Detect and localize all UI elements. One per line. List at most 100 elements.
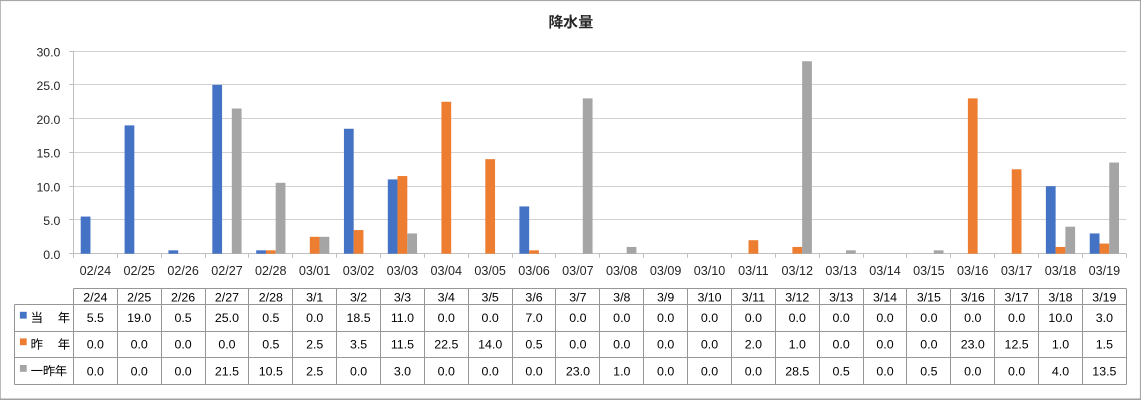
svg-text:23.0: 23.0 xyxy=(566,364,590,378)
svg-text:14.0: 14.0 xyxy=(478,338,502,352)
svg-text:0.0: 0.0 xyxy=(482,364,499,378)
svg-text:3/13: 3/13 xyxy=(829,290,853,304)
svg-text:03/05: 03/05 xyxy=(474,264,506,278)
svg-text:3/11: 3/11 xyxy=(742,290,765,304)
svg-text:0.5: 0.5 xyxy=(262,311,279,325)
svg-text:3/2: 3/2 xyxy=(350,290,367,304)
svg-text:0.0: 0.0 xyxy=(701,311,718,325)
svg-text:0.0: 0.0 xyxy=(920,338,937,352)
svg-text:0.5: 0.5 xyxy=(920,364,937,378)
svg-text:11.0: 11.0 xyxy=(391,311,414,325)
svg-text:3/4: 3/4 xyxy=(438,290,455,304)
svg-text:03/07: 03/07 xyxy=(562,264,594,278)
svg-text:3/15: 3/15 xyxy=(917,290,941,304)
svg-text:0.0: 0.0 xyxy=(525,364,542,378)
svg-text:0.0: 0.0 xyxy=(876,364,893,378)
svg-text:02/28: 02/28 xyxy=(255,264,287,278)
svg-text:13.5: 13.5 xyxy=(1092,364,1116,378)
svg-text:0.0: 0.0 xyxy=(876,311,893,325)
svg-text:03/01: 03/01 xyxy=(299,264,331,278)
svg-text:3/6: 3/6 xyxy=(525,290,542,304)
svg-text:0.5: 0.5 xyxy=(174,311,191,325)
svg-text:2.0: 2.0 xyxy=(745,338,762,352)
svg-text:3/5: 3/5 xyxy=(482,290,499,304)
svg-text:23.0: 23.0 xyxy=(961,338,985,352)
svg-text:20.0: 20.0 xyxy=(36,113,60,127)
svg-text:10.0: 10.0 xyxy=(1048,311,1072,325)
svg-text:3/8: 3/8 xyxy=(613,290,630,304)
svg-text:3/19: 3/19 xyxy=(1092,290,1116,304)
svg-text:0.0: 0.0 xyxy=(613,311,630,325)
svg-text:0.0: 0.0 xyxy=(87,338,104,352)
svg-text:2/25: 2/25 xyxy=(127,290,151,304)
svg-text:0.0: 0.0 xyxy=(701,364,718,378)
svg-text:0.0: 0.0 xyxy=(613,338,630,352)
svg-text:03/04: 03/04 xyxy=(431,264,463,278)
svg-text:0.5: 0.5 xyxy=(262,338,279,352)
svg-text:2.5: 2.5 xyxy=(306,364,323,378)
svg-text:0.0: 0.0 xyxy=(1008,364,1025,378)
svg-text:03/12: 03/12 xyxy=(782,264,814,278)
svg-text:0.0: 0.0 xyxy=(306,311,323,325)
svg-text:0.0: 0.0 xyxy=(701,338,718,352)
svg-text:1.0: 1.0 xyxy=(613,364,630,378)
svg-text:0.0: 0.0 xyxy=(833,338,850,352)
svg-text:2/27: 2/27 xyxy=(215,290,239,304)
svg-text:3/18: 3/18 xyxy=(1048,290,1072,304)
svg-text:03/17: 03/17 xyxy=(1001,264,1033,278)
svg-text:0.0: 0.0 xyxy=(964,311,981,325)
svg-text:0.0: 0.0 xyxy=(482,311,499,325)
svg-text:02/27: 02/27 xyxy=(211,264,243,278)
svg-text:0.0: 0.0 xyxy=(1008,311,1025,325)
svg-text:03/06: 03/06 xyxy=(518,264,550,278)
svg-text:10.5: 10.5 xyxy=(259,364,283,378)
svg-text:0.5: 0.5 xyxy=(833,364,850,378)
svg-text:0.0: 0.0 xyxy=(964,364,981,378)
svg-text:1.0: 1.0 xyxy=(789,338,806,352)
svg-text:03/19: 03/19 xyxy=(1089,264,1121,278)
svg-text:21.5: 21.5 xyxy=(215,364,239,378)
svg-text:3/16: 3/16 xyxy=(961,290,985,304)
svg-text:3.0: 3.0 xyxy=(1096,311,1113,325)
svg-text:3.5: 3.5 xyxy=(350,338,367,352)
svg-text:03/02: 03/02 xyxy=(343,264,375,278)
svg-text:02/25: 02/25 xyxy=(123,264,155,278)
svg-text:0.0: 0.0 xyxy=(218,338,235,352)
svg-text:0.0: 0.0 xyxy=(131,338,148,352)
svg-text:0.0: 0.0 xyxy=(745,364,762,378)
svg-text:03/14: 03/14 xyxy=(869,264,901,278)
svg-text:03/10: 03/10 xyxy=(694,264,726,278)
svg-text:03/08: 03/08 xyxy=(606,264,638,278)
svg-text:0.0: 0.0 xyxy=(569,338,586,352)
svg-text:0.0: 0.0 xyxy=(350,364,367,378)
svg-text:25.0: 25.0 xyxy=(36,79,60,93)
svg-text:0.0: 0.0 xyxy=(569,311,586,325)
svg-text:03/13: 03/13 xyxy=(825,264,857,278)
svg-text:18.5: 18.5 xyxy=(346,311,370,325)
svg-text:25.0: 25.0 xyxy=(215,311,239,325)
svg-text:03/09: 03/09 xyxy=(650,264,682,278)
svg-text:5.0: 5.0 xyxy=(43,214,60,228)
svg-text:4.0: 4.0 xyxy=(1052,364,1069,378)
svg-text:12.5: 12.5 xyxy=(1005,338,1029,352)
svg-text:3/10: 3/10 xyxy=(697,290,721,304)
svg-text:2/28: 2/28 xyxy=(259,290,283,304)
svg-text:28.5: 28.5 xyxy=(785,364,809,378)
svg-text:10.0: 10.0 xyxy=(36,180,60,194)
svg-text:02/24: 02/24 xyxy=(80,264,112,278)
svg-text:0.0: 0.0 xyxy=(657,338,674,352)
svg-text:0.0: 0.0 xyxy=(657,364,674,378)
svg-text:02/26: 02/26 xyxy=(167,264,199,278)
svg-text:3/12: 3/12 xyxy=(785,290,809,304)
svg-text:2/26: 2/26 xyxy=(171,290,195,304)
svg-text:0.5: 0.5 xyxy=(525,338,542,352)
svg-text:0.0: 0.0 xyxy=(87,364,104,378)
svg-text:3/17: 3/17 xyxy=(1005,290,1029,304)
svg-text:1.0: 1.0 xyxy=(1052,338,1069,352)
svg-text:3/14: 3/14 xyxy=(873,290,897,304)
svg-text:0.0: 0.0 xyxy=(876,338,893,352)
svg-text:03/15: 03/15 xyxy=(913,264,945,278)
svg-text:7.0: 7.0 xyxy=(525,311,542,325)
svg-text:22.5: 22.5 xyxy=(434,338,458,352)
svg-text:03/11: 03/11 xyxy=(738,264,769,278)
